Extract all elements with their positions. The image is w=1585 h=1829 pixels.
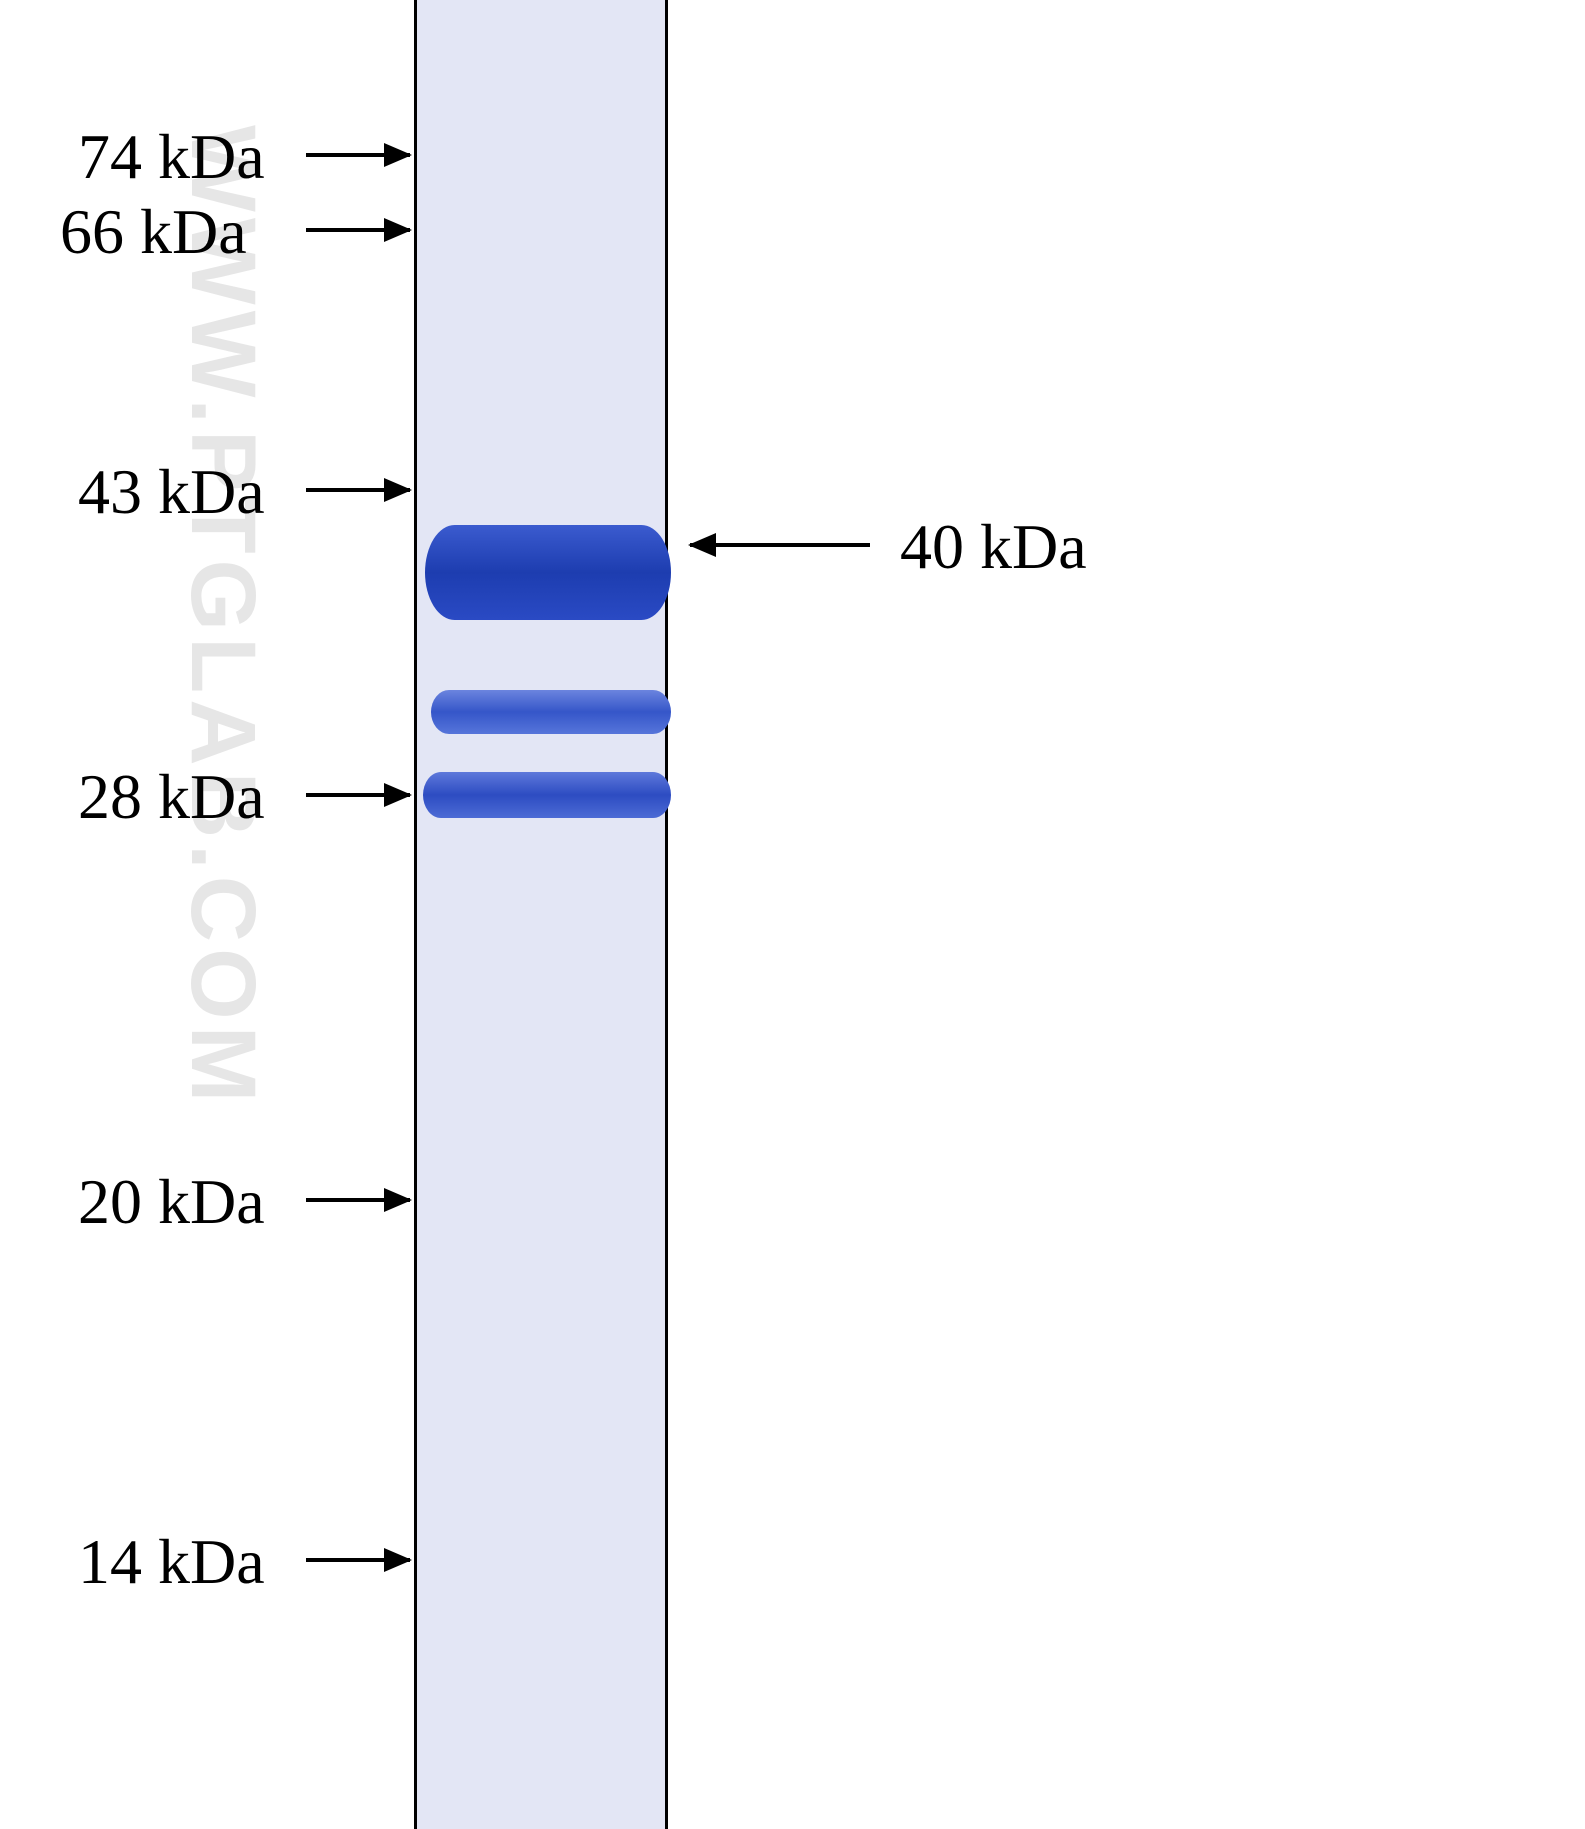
- gel-band: [431, 690, 671, 734]
- marker-label-left: 66 kDa: [60, 195, 247, 269]
- gel-band: [425, 525, 671, 620]
- marker-arrow-right-icon: [306, 153, 410, 157]
- marker-arrow-right-icon: [306, 793, 410, 797]
- marker-label-left: 20 kDa: [78, 1165, 265, 1239]
- marker-label-left: 43 kDa: [78, 455, 265, 529]
- marker-arrow-right-icon: [306, 488, 410, 492]
- gel-band: [423, 772, 671, 818]
- marker-label-left: 74 kDa: [78, 120, 265, 194]
- marker-label-left: 28 kDa: [78, 760, 265, 834]
- marker-arrow-right-icon: [306, 1198, 410, 1202]
- marker-arrow-right-icon: [306, 228, 410, 232]
- marker-arrow-left-icon: [690, 543, 870, 547]
- marker-arrow-right-icon: [306, 1558, 410, 1562]
- watermark-text: WWW.PTGLAB.COM: [170, 125, 275, 1108]
- gel-lane: [414, 0, 668, 1829]
- marker-label-right: 40 kDa: [900, 510, 1087, 584]
- marker-label-left: 14 kDa: [78, 1525, 265, 1599]
